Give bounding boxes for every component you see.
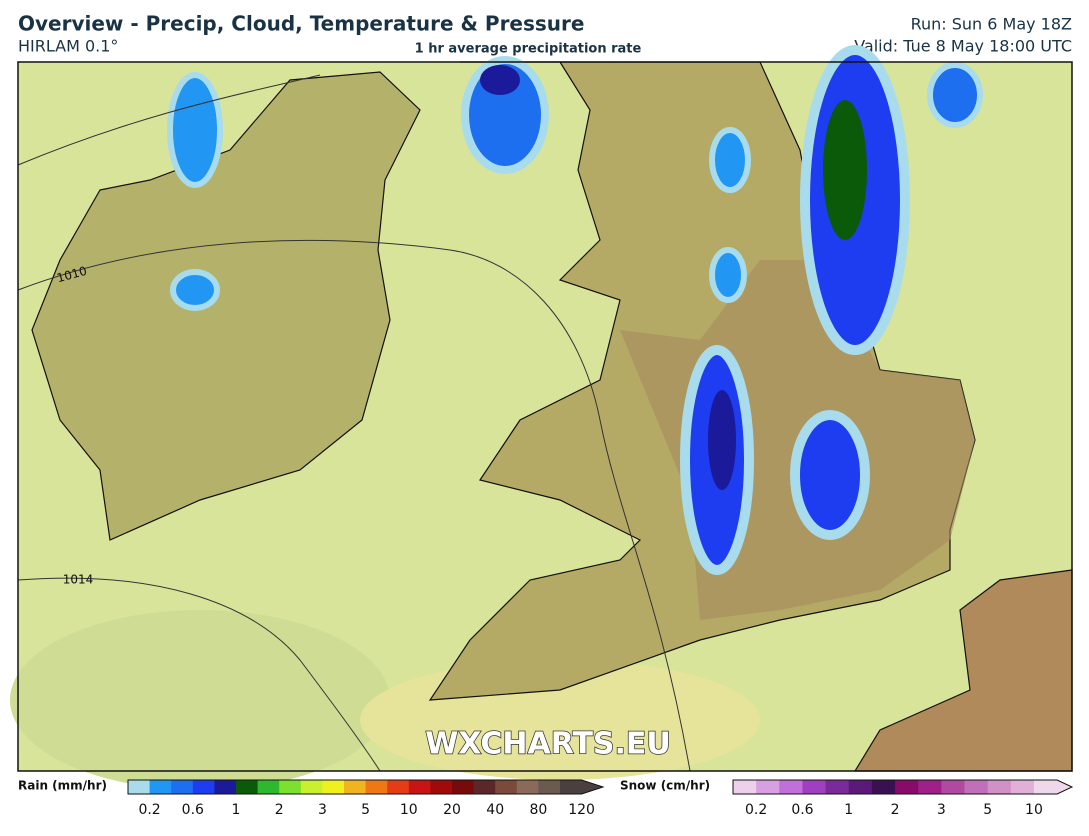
snow-tick-label: 0.6 — [791, 802, 813, 818]
rain-tick-label: 10 — [400, 802, 418, 818]
isobar-label: 1014 — [63, 573, 94, 587]
snow-outline — [732, 779, 1074, 795]
snow-swatch — [987, 780, 1012, 794]
rain-area — [708, 390, 736, 490]
isobar — [17, 74, 321, 166]
rain-tick-label: 1 — [232, 802, 241, 818]
rain-swatch — [279, 780, 302, 794]
rain-swatch — [538, 780, 561, 794]
rain-tick-label: 2 — [275, 802, 284, 818]
snow-tick-label: 1 — [844, 802, 853, 818]
rain-outline — [127, 779, 605, 795]
isobar — [17, 577, 381, 772]
snow-swatch — [1033, 780, 1058, 794]
snow-swatch — [941, 780, 965, 794]
snow-tick-label: 5 — [983, 802, 992, 818]
rain-swatch — [473, 780, 496, 794]
rain-swatch — [452, 780, 475, 794]
subtitle: 1 hr average precipitation rate — [415, 42, 642, 57]
rain-swatch — [236, 780, 259, 794]
rain-swatch — [408, 780, 431, 794]
rain-tick-label: 40 — [486, 802, 504, 818]
snow-swatch — [779, 780, 803, 794]
rain-swatch — [322, 780, 345, 794]
run: Run: Sun 6 May 18Z — [911, 15, 1072, 34]
rain-swatch — [214, 780, 237, 794]
rain-swatch — [365, 780, 388, 794]
rain-swatch — [387, 780, 410, 794]
isobar — [17, 239, 691, 772]
ireland — [31, 71, 421, 541]
snow-swatch — [802, 780, 827, 794]
rain-swatch — [430, 780, 453, 794]
rain-swatch — [495, 780, 518, 794]
rain-swatch — [300, 780, 323, 794]
rain-swatch — [128, 780, 151, 794]
rain-legend-label: Rain (mm/hr) — [18, 779, 107, 793]
rain-area — [480, 65, 520, 95]
rain-swatch — [171, 780, 194, 794]
watermark: WXCHARTS.EU — [425, 727, 671, 762]
rain-swatch — [560, 780, 583, 794]
valid: Valid: Tue 8 May 18:00 UTC — [854, 37, 1072, 56]
snow-tick-label: 3 — [937, 802, 946, 818]
rain-area — [709, 127, 751, 193]
rain-area — [823, 100, 867, 240]
rain-tick-label: 5 — [361, 802, 370, 818]
snow-arrow — [1057, 780, 1072, 794]
snow-swatch — [871, 780, 896, 794]
rain-swatch — [257, 780, 280, 794]
snow-swatch — [733, 780, 757, 794]
rain-tick-label: 0.2 — [138, 802, 160, 818]
rain-tick-label: 120 — [568, 802, 595, 818]
snow-swatch — [918, 780, 942, 794]
rain-tick-label: 20 — [443, 802, 461, 818]
sea-shade — [10, 610, 390, 790]
snow-swatch — [848, 780, 873, 794]
snow-swatch — [756, 780, 780, 794]
snow-swatch — [895, 780, 919, 794]
rain-area — [709, 247, 747, 303]
rain-arrow — [581, 780, 603, 794]
rain-tick-label: 3 — [318, 802, 327, 818]
rain-area — [167, 72, 223, 188]
snow-legend-label: Snow (cm/hr) — [620, 779, 710, 793]
rain-area — [927, 62, 983, 128]
title: Overview - Precip, Cloud, Temperature & … — [18, 12, 584, 36]
snow-swatch — [825, 780, 850, 794]
rain-tick-label: 0.6 — [182, 802, 204, 818]
rain-area — [790, 410, 870, 540]
rain-swatch — [344, 780, 367, 794]
snow-swatch — [1010, 780, 1035, 794]
snow-swatch — [964, 780, 989, 794]
snow-tick-label: 0.2 — [745, 802, 767, 818]
snow-tick-label: 2 — [891, 802, 900, 818]
snow-tick-label: 10 — [1025, 802, 1043, 818]
rain-swatch — [516, 780, 539, 794]
rain-swatch — [149, 780, 172, 794]
rain-area — [170, 269, 220, 311]
model: HIRLAM 0.1° — [18, 37, 118, 56]
rain-tick-label: 80 — [529, 802, 547, 818]
rain-swatch — [192, 780, 215, 794]
map-frame — [17, 61, 1073, 772]
map: 1010 1014 WXCHARTS.EU — [10, 45, 1073, 790]
